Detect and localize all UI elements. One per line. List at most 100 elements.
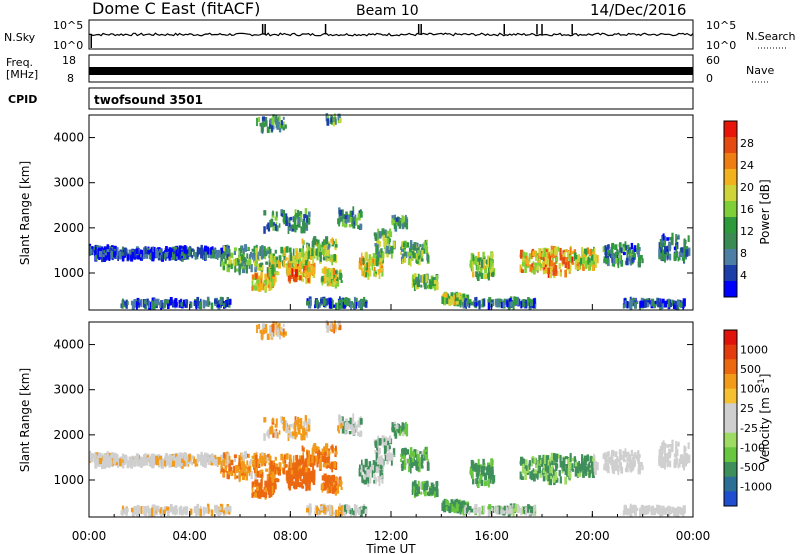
velocity-cell [291, 431, 295, 436]
power-cell [606, 259, 609, 263]
velocity-cell [675, 451, 678, 460]
velocity-cell [658, 455, 661, 465]
velocity-cell [117, 461, 119, 468]
power-cell [150, 252, 152, 261]
velocity-cell [124, 508, 127, 513]
power-cell [491, 265, 494, 271]
power-cell [477, 251, 480, 261]
velocity-cell [475, 478, 479, 484]
nsearch-tick-bottom: 10^0 [706, 39, 736, 52]
velocity-cell [395, 424, 399, 429]
velocity-cell [664, 461, 666, 470]
velocity-cell [222, 472, 225, 477]
power-cell [418, 256, 420, 260]
power-cell [593, 253, 597, 262]
power-cell [95, 252, 98, 261]
power-cell [339, 209, 343, 216]
power-cell [514, 297, 517, 305]
velocity-cell [226, 453, 229, 462]
velocity-cell [401, 448, 404, 456]
cpid-label: CPID [8, 93, 37, 106]
velocity-cell [321, 455, 325, 462]
velocity-cell [228, 455, 231, 461]
velocity-cell [287, 470, 291, 477]
velocity-cell [257, 482, 260, 487]
velocity-cell [378, 438, 382, 446]
power-cell [521, 269, 524, 273]
velocity-cell [330, 446, 333, 450]
power-cell [390, 245, 394, 254]
velocity-cell [336, 485, 340, 494]
velocity-cell [333, 484, 336, 489]
velocity-cell [358, 417, 361, 421]
power-cell [135, 301, 138, 310]
power-cell [282, 249, 285, 257]
velocity-cell [240, 461, 244, 468]
power-cell [520, 249, 524, 259]
power-cell [267, 284, 270, 288]
velocity-cell [417, 463, 421, 473]
power-cell [397, 218, 401, 227]
power-cell [363, 263, 367, 268]
power-cell [354, 297, 358, 306]
velocity-cell [497, 505, 501, 515]
power-cell [369, 270, 372, 277]
velocity-cell [196, 505, 199, 513]
power-cell [301, 238, 304, 245]
power-cell [450, 296, 452, 305]
power-cell [278, 116, 281, 123]
velocity-cell [274, 430, 277, 438]
power-cell [260, 124, 263, 133]
velocity-cell [574, 462, 578, 467]
velocity-cell [288, 434, 292, 438]
velocity-cell [274, 466, 277, 470]
velocity-cell [300, 433, 303, 440]
power-cell [227, 299, 230, 303]
velocity-cell [151, 456, 154, 460]
power-cell [308, 267, 311, 272]
power-cell [308, 298, 312, 303]
velocity-cell [235, 464, 238, 473]
power-cell [401, 224, 405, 230]
velocity-cell [370, 463, 374, 473]
power-cell [254, 285, 257, 291]
power-cell [559, 272, 562, 277]
power-cell [272, 274, 275, 278]
power-cell [574, 263, 578, 270]
power-cell [275, 117, 277, 125]
velocity-cell [266, 431, 269, 437]
power-cell [405, 216, 409, 221]
power-cell [547, 251, 551, 259]
velocity-cell [610, 460, 612, 466]
power-cell [640, 255, 643, 260]
power-cell [323, 298, 326, 307]
velocity-cell [380, 455, 383, 460]
velocity-cell [644, 507, 647, 515]
power-cell [479, 257, 482, 262]
velocity-cell [227, 474, 230, 480]
velocity-cell [531, 470, 534, 474]
power-cell [265, 261, 269, 265]
power-cell [256, 278, 259, 284]
power-cell [348, 224, 352, 228]
power-cell [662, 233, 665, 241]
velocity-cell [131, 458, 135, 466]
velocity-cell [302, 464, 306, 471]
power-cell [334, 117, 337, 123]
power-colorbar-swatch [724, 281, 737, 298]
power-cell [292, 248, 295, 256]
velocity-cell [338, 430, 341, 434]
power-cell [435, 275, 439, 282]
power-cell [179, 247, 181, 253]
power-cell [144, 246, 147, 254]
power-cell [477, 258, 481, 266]
power-cell [647, 300, 650, 305]
power-cell [588, 266, 591, 271]
power-cell [139, 250, 143, 258]
velocity-cell [243, 464, 246, 470]
velocity-cell [289, 431, 292, 436]
power-cell [455, 297, 459, 302]
velocity-cell [263, 417, 267, 423]
velocity-cell [262, 491, 265, 496]
